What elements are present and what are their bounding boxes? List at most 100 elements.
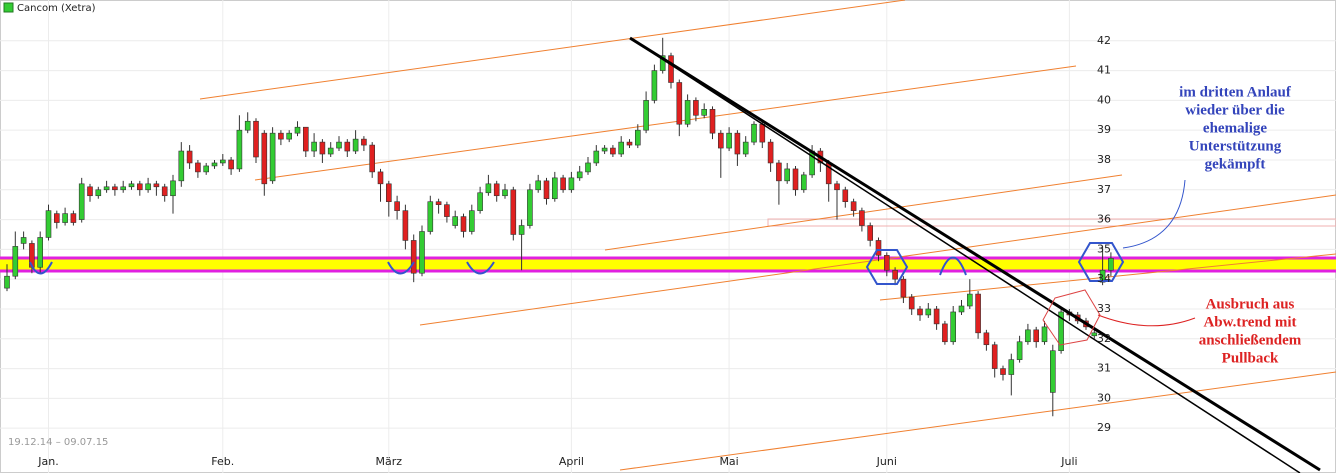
candle-body [1050,350,1056,393]
candle-body [593,150,600,164]
candle-body [842,189,849,202]
candle-body [278,132,284,140]
candle-body [78,183,85,220]
candle-body [53,213,60,223]
candle-body [20,237,27,244]
date-range: 19.12.14 – 09.07.15 [8,437,108,448]
y-tick-label: 39 [1097,123,1111,136]
candle-body [244,120,251,131]
y-tick-label: 38 [1097,153,1111,166]
candle-body [651,70,658,101]
candle-body [452,216,459,226]
candle-body [693,100,699,116]
candle-body [518,225,525,235]
candle-body [900,278,907,298]
candle-body [883,255,890,271]
candle-body [551,177,558,200]
candle-body [161,186,168,197]
candle-body [1025,329,1031,343]
support-band [0,259,1336,271]
candle-body [70,213,77,223]
candle-body [211,162,218,167]
candle-body [626,141,633,146]
candle-body [576,171,583,179]
candle-body [153,183,160,188]
candle-body [751,123,757,143]
x-tick-label: Feb. [211,455,234,468]
annotation-text: Pullback [1222,350,1279,366]
y-tick-label: 31 [1097,362,1111,375]
candle-body [1108,258,1114,271]
candle-body [634,129,641,146]
candle-body [942,323,948,343]
y-tick-label: 34 [1097,272,1111,285]
candle-body [643,100,649,131]
candle-body [203,165,209,173]
candle-body [908,296,915,310]
candle-body [45,210,52,238]
candle-body [468,210,475,232]
candle-body [493,183,500,197]
candle-body [610,147,616,155]
candle-body [87,186,93,197]
candle-body [1091,332,1098,337]
candle-body [618,141,625,155]
candle-body [925,308,932,316]
x-tick-label: März [376,455,403,468]
candle-body [875,240,882,256]
candle-body [568,177,575,191]
candle-body [410,240,417,274]
candle-body [859,210,865,226]
candle-body [601,147,608,152]
annotation-text: anschließendem [1199,332,1302,348]
candle-body [178,150,185,182]
x-tick-label: Jan. [37,455,58,468]
candle-body [112,186,118,191]
x-tick-label: April [559,455,584,468]
candle-body [917,308,923,316]
candle-body [1058,311,1064,351]
candle-body [668,55,674,83]
candle-body [717,132,724,149]
candle-body [726,132,732,149]
candle-body [302,126,309,152]
candle-body [975,293,981,334]
candle-body [37,237,44,268]
candle-body [220,159,226,164]
x-tick-label: Juni [876,455,897,468]
candle-body [170,180,176,197]
candle-body [966,293,973,307]
candle-body [759,123,766,143]
candle-body [834,183,840,191]
candle-body [734,132,741,155]
candle-body [1016,341,1023,360]
candle-body [1041,326,1048,343]
x-tick-label: Juli [1060,455,1077,468]
annotation-text: gekämpft [1205,156,1266,172]
candles [4,37,1114,417]
candle-body [585,162,591,173]
annotation-text: ehemalige [1203,120,1267,136]
candle-body [892,269,898,280]
candle-body [137,183,143,191]
candle-body [128,183,135,188]
candle-body [560,177,566,191]
y-tick-label: 37 [1097,183,1111,196]
candle-body [95,189,102,197]
y-tick-label: 40 [1097,93,1111,106]
candle-body [958,305,965,313]
candle-body [195,162,201,173]
candle-body [253,120,259,158]
y-tick-label: 30 [1097,391,1111,404]
candle-body [676,82,683,125]
candle-body [261,132,268,185]
resistance-box [767,218,1336,227]
candle-body [1000,368,1006,375]
candle-body [510,189,517,235]
candle-body [983,332,990,346]
candle-body [385,183,392,203]
candle-body [444,204,450,217]
